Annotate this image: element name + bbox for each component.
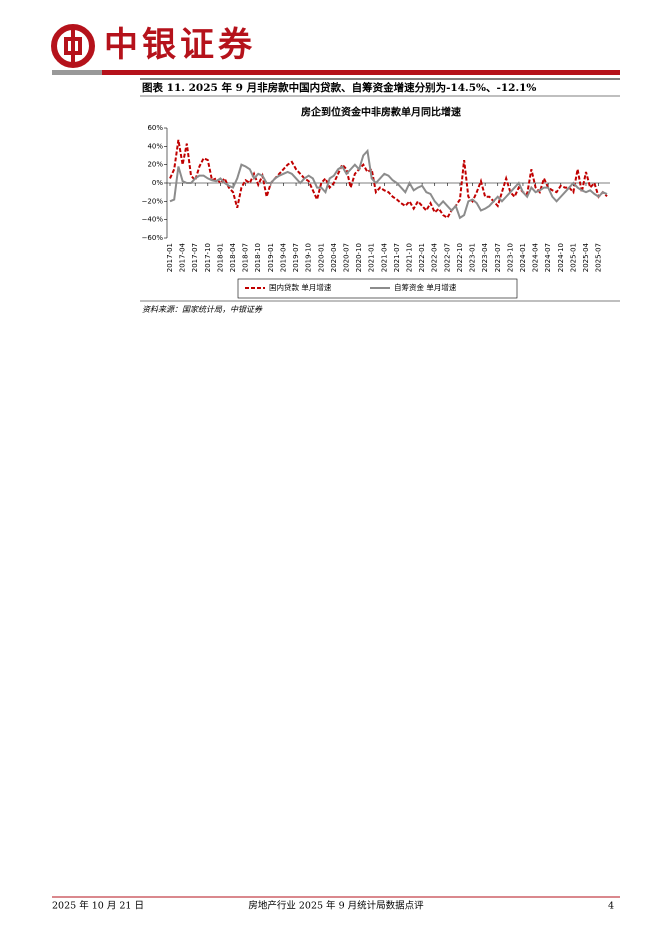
x-tick-label: 2022-01 xyxy=(418,243,426,272)
source: 资料来源：国家统计局，中银证券 xyxy=(142,305,263,314)
footer-date: 2025 年 10 月 21 日 xyxy=(52,900,144,912)
y-tick-label: 60% xyxy=(147,124,163,132)
brand: 中银证券 xyxy=(104,25,256,65)
x-tick-label: 2024-10 xyxy=(557,243,565,272)
x-tick-label: 2022-04 xyxy=(431,242,439,272)
x-tick-label: 2017-10 xyxy=(204,243,212,272)
x-tick-label: 2021-10 xyxy=(406,243,414,272)
x-tick-label: 2024-04 xyxy=(532,242,540,272)
x-tick-label: 2023-01 xyxy=(469,243,477,272)
legend-label: 自筹资金 单月增速 xyxy=(394,282,457,292)
x-tick-label: 2019-07 xyxy=(292,243,300,272)
y-tick-label: −20% xyxy=(142,197,164,205)
x-tick-label: 2018-10 xyxy=(254,243,262,272)
header-bar-gray xyxy=(52,70,102,75)
legend-label: 国内贷款 单月增速 xyxy=(269,282,332,292)
x-tick-label: 2019-04 xyxy=(279,242,287,272)
x-tick-label: 2023-04 xyxy=(481,242,489,272)
x-tick-label: 2024-01 xyxy=(519,243,527,272)
y-tick-label: 40% xyxy=(147,142,163,150)
x-tick-label: 2022-10 xyxy=(456,243,464,272)
x-tick-label: 2018-04 xyxy=(229,242,237,272)
chart-title: 房企到位资金中非房款单月同比增速 xyxy=(301,106,461,119)
x-tick-label: 2018-07 xyxy=(242,243,250,272)
x-tick-label: 2021-04 xyxy=(380,242,388,272)
x-tick-label: 2025-07 xyxy=(595,243,603,272)
x-tick-label: 2018-01 xyxy=(216,243,224,272)
x-tick-label: 2021-01 xyxy=(368,243,376,272)
figure-caption: 图表 11. 2025 年 9 月非房款中国内贷款、自筹资金增速分别为-14.5… xyxy=(142,81,536,94)
series-line xyxy=(169,139,608,220)
x-tick-label: 2025-04 xyxy=(582,242,590,272)
x-tick-label: 2020-07 xyxy=(342,243,350,272)
x-tick-label: 2025-01 xyxy=(569,243,577,272)
x-tick-label: 2024-07 xyxy=(544,243,552,272)
x-tick-label: 2022-07 xyxy=(443,243,451,272)
x-tick-label: 2017-07 xyxy=(191,243,199,272)
y-tick-label: 0% xyxy=(152,179,163,187)
y-tick-label: −60% xyxy=(142,234,164,242)
x-tick-label: 2019-10 xyxy=(305,243,313,272)
legend-box xyxy=(237,278,518,299)
y-tick-label: 20% xyxy=(147,161,163,169)
x-tick-label: 2017-01 xyxy=(166,243,174,272)
y-tick-label: −40% xyxy=(142,216,164,224)
x-tick-label: 2023-07 xyxy=(494,243,502,272)
x-tick-label: 2017-04 xyxy=(179,242,187,272)
series-line xyxy=(169,148,608,220)
footer-report: 房地产行业 2025 年 9 月统计局数据点评 xyxy=(248,900,424,912)
x-tick-label: 2019-01 xyxy=(267,243,275,272)
x-tick-label: 2023-10 xyxy=(506,243,514,272)
x-tick-label: 2021-07 xyxy=(393,243,401,272)
x-tick-label: 2020-10 xyxy=(355,243,363,272)
footer-page: 4 xyxy=(608,901,614,912)
x-tick-label: 2020-01 xyxy=(317,243,325,272)
header-bar-red xyxy=(102,70,620,75)
x-tick-label: 2020-04 xyxy=(330,242,338,272)
logo-bar xyxy=(71,25,75,67)
